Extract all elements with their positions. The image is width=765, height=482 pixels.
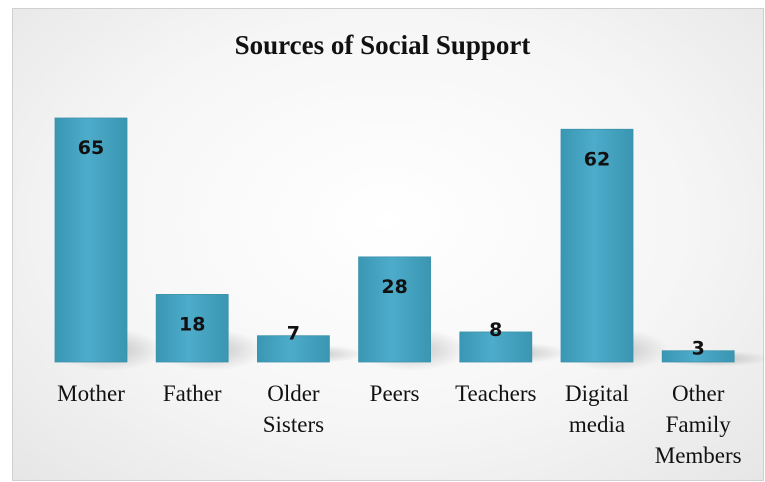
data-label: 28 [381, 276, 407, 298]
bar-mother [54, 117, 128, 363]
bar-older-sisters [256, 335, 330, 363]
data-label: 8 [489, 319, 502, 341]
x-tick-label: Teachers [455, 381, 536, 406]
bar-peers [358, 256, 432, 363]
x-tick-label: Father [163, 381, 222, 406]
bar-digital-media [560, 128, 634, 363]
data-label: 18 [179, 313, 205, 335]
x-tick-label: Digital media [565, 381, 629, 437]
x-tick-label: Mother [57, 381, 125, 406]
bar-other-family-members [661, 350, 735, 363]
data-label: 7 [287, 323, 300, 345]
data-label: 62 [584, 148, 610, 170]
bar-father [155, 294, 229, 363]
x-tick-label: Peers [370, 381, 420, 406]
x-tick-label: Other Family Members [655, 381, 742, 468]
x-tick-label: Older Sisters [263, 381, 324, 437]
data-label: 65 [78, 137, 104, 159]
chart-title: Sources of Social Support [234, 30, 531, 60]
bar-teachers [459, 331, 533, 363]
chart-frame [12, 8, 764, 481]
data-label: 3 [692, 338, 705, 360]
